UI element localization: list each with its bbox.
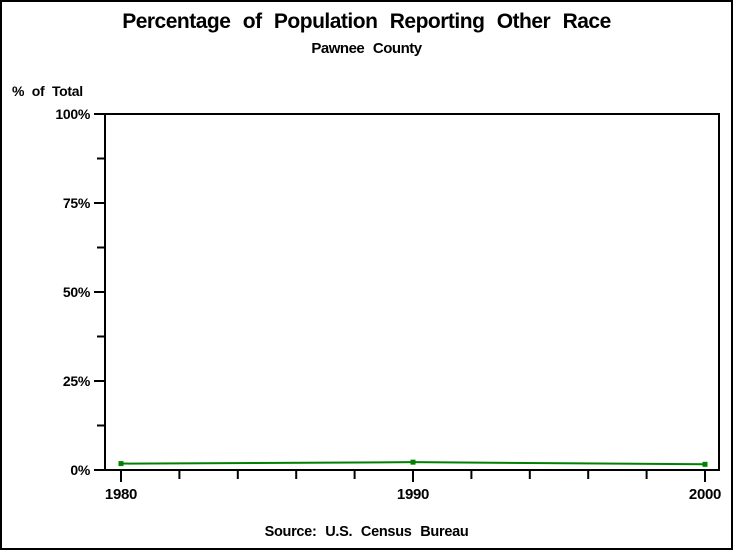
y-tick-label: 100%: [55, 106, 90, 122]
data-marker: [118, 461, 124, 467]
y-tick-label: 50%: [63, 284, 91, 300]
chart-title: Percentage of Population Reporting Other…: [122, 10, 611, 33]
chart-subtitle: Pawnee County: [311, 40, 422, 57]
x-tick-label: 2000: [689, 486, 721, 503]
data-marker: [702, 461, 708, 467]
y-axis-label: % of Total: [12, 83, 83, 99]
x-tick-label: 1990: [397, 486, 429, 503]
plot-frame: [104, 113, 720, 471]
y-tick-label: 75%: [63, 195, 91, 211]
data-marker: [410, 459, 416, 465]
y-tick-label: 0%: [70, 462, 90, 478]
x-tick-label: 1980: [105, 486, 137, 503]
y-tick-label: 25%: [63, 373, 91, 389]
source-note: Source: U.S. Census Bureau: [264, 524, 469, 540]
